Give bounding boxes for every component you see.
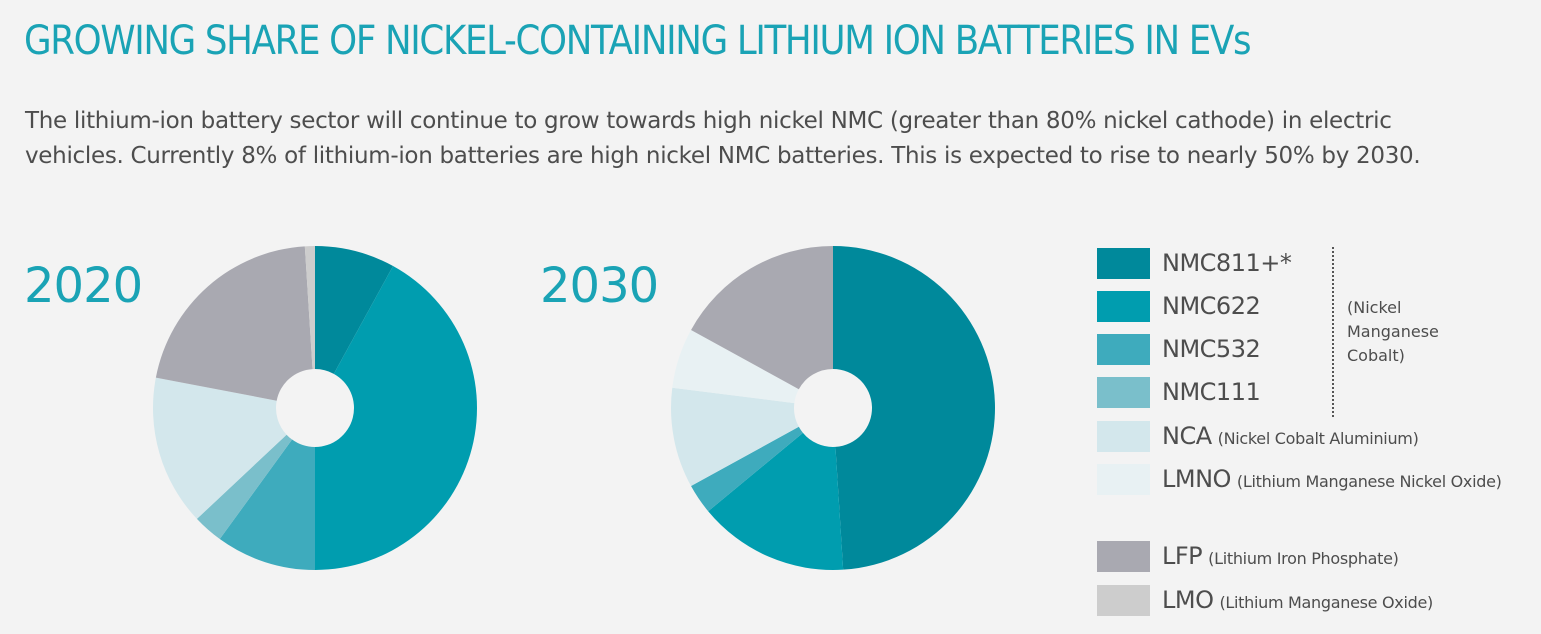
slice-2030-nmc811 xyxy=(833,246,995,570)
slice-2030-lmno xyxy=(672,329,799,404)
nmc-group-note: (Nickel Manganese Cobalt) xyxy=(1347,296,1457,368)
legend-desc-lmno: (Lithium Manganese Nickel Oxide) xyxy=(1236,471,1502,491)
legend-swatch-nca xyxy=(1097,420,1150,452)
legend-swatch-lfp xyxy=(1097,540,1150,572)
legend-item-nmc811: NMC811+* xyxy=(1097,247,1292,279)
legend-item-nca: NCA (Nickel Cobalt Aluminium) xyxy=(1097,420,1419,452)
donut-chart-2030 xyxy=(671,246,995,570)
legend-item-nmc622: NMC622 xyxy=(1097,290,1261,322)
slice-2020-nca xyxy=(153,377,287,519)
legend-label-lfp: LFP xyxy=(1162,542,1203,570)
legend-item-lfp: LFP (Lithium Iron Phosphate) xyxy=(1097,540,1399,572)
slice-2030-nca xyxy=(671,387,799,487)
legend-label-nca: NCA xyxy=(1162,422,1212,450)
slice-2020-nmc532 xyxy=(219,439,315,570)
legend-swatch-lmno xyxy=(1097,463,1150,495)
legend-swatch-nmc622 xyxy=(1097,290,1150,322)
slice-2020-lmo xyxy=(304,246,315,370)
chart-legend: NMC811+* NMC622 NMC532 NMC111 NCA (Nicke… xyxy=(1097,244,1541,624)
legend-swatch-nmc111 xyxy=(1097,376,1150,408)
subtitle-line-1: The lithium-ion battery sector will cont… xyxy=(25,108,1392,134)
donut-chart-2020 xyxy=(153,246,477,570)
slice-2030-nmc532 xyxy=(691,426,803,512)
subtitle-line-2: vehicles. Currently 8% of lithium-ion ba… xyxy=(25,143,1421,169)
nmc-note-line-1: (Nickel xyxy=(1347,298,1402,317)
nmc-group-bracket xyxy=(1332,247,1334,417)
page-subtitle: The lithium-ion battery sector will cont… xyxy=(25,104,1525,174)
legend-item-nmc111: NMC111 xyxy=(1097,376,1261,408)
legend-item-lmo: LMO (Lithium Manganese Oxide) xyxy=(1097,584,1433,616)
legend-label-nmc532: NMC532 xyxy=(1162,335,1261,363)
legend-label-nmc111: NMC111 xyxy=(1162,378,1261,406)
chart-title-2020: 2020 xyxy=(24,258,143,314)
nmc-note-line-3: Cobalt) xyxy=(1347,346,1405,365)
slice-2030-nmc622 xyxy=(708,432,844,570)
legend-label-lmno: LMNO xyxy=(1162,465,1231,493)
legend-swatch-nmc811 xyxy=(1097,247,1150,279)
legend-item-nmc532: NMC532 xyxy=(1097,333,1261,365)
legend-desc-nca: (Nickel Cobalt Aluminium) xyxy=(1217,428,1419,448)
chart-title-2030: 2030 xyxy=(540,258,659,314)
legend-label-nmc622: NMC622 xyxy=(1162,292,1261,320)
slice-2020-nmc811 xyxy=(315,246,394,374)
page-title: GROWING SHARE OF NICKEL-CONTAINING LITHI… xyxy=(24,18,1252,64)
legend-swatch-lmo xyxy=(1097,584,1150,616)
slice-2020-nmc622 xyxy=(315,266,477,570)
slice-2020-lfp xyxy=(155,246,313,401)
legend-swatch-nmc532 xyxy=(1097,333,1150,365)
slice-2020-nmc111 xyxy=(196,434,293,540)
legend-desc-lfp: (Lithium Iron Phosphate) xyxy=(1208,548,1399,568)
legend-label-nmc811: NMC811+* xyxy=(1162,249,1292,277)
legend-desc-lmo: (Lithium Manganese Oxide) xyxy=(1219,592,1433,612)
slice-2030-lfp xyxy=(691,246,833,390)
legend-item-lmno: LMNO (Lithium Manganese Nickel Oxide) xyxy=(1097,463,1502,495)
legend-label-lmo: LMO xyxy=(1162,586,1214,614)
nmc-note-line-2: Manganese xyxy=(1347,322,1439,341)
